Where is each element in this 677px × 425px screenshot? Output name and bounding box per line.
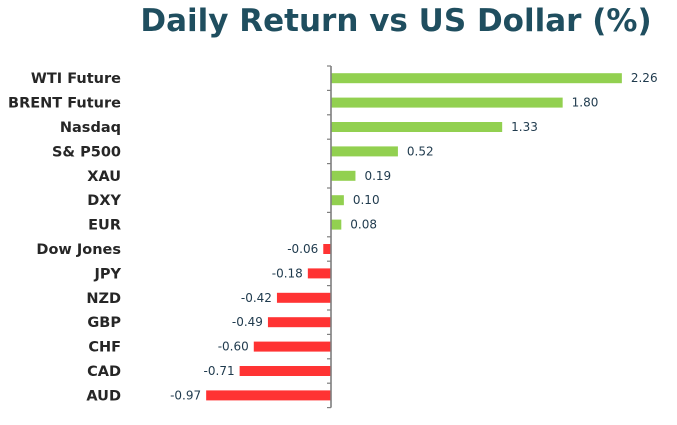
data-label: 0.19 <box>364 169 391 183</box>
bar-dow-jones <box>323 244 331 254</box>
bar-wti-future <box>331 73 622 84</box>
category-label: JPY <box>93 266 121 282</box>
chart-title: Daily Return vs US Dollar (%) <box>140 3 651 39</box>
category-label: NZD <box>86 291 121 307</box>
category-label: S& P500 <box>52 144 121 160</box>
bar-nzd <box>276 292 331 303</box>
data-label: -0.97 <box>170 388 201 402</box>
value-labels-group: 2.261.801.330.520.190.100.08-0.06-0.18-0… <box>170 71 657 402</box>
data-label: -0.42 <box>241 291 272 305</box>
data-label: 1.80 <box>572 96 599 110</box>
data-label: -0.06 <box>287 242 318 256</box>
category-label: AUD <box>86 388 121 404</box>
category-labels-group: WTI Future BRENT Future Nasdaq S& P500 XAU DX… <box>8 71 121 404</box>
data-label: 0.08 <box>350 218 377 232</box>
bar-gbp <box>267 317 331 328</box>
bar-jpy <box>307 268 331 279</box>
bar-xau <box>331 170 356 181</box>
category-label: Nasdaq <box>60 120 121 136</box>
bars-group <box>206 73 622 401</box>
category-label: BRENT Future <box>8 96 121 112</box>
category-axis <box>327 65 332 409</box>
data-label: -0.71 <box>204 364 235 378</box>
data-label: 1.33 <box>511 120 538 134</box>
category-label: CHF <box>88 340 121 356</box>
data-label: 0.10 <box>353 193 380 207</box>
data-label: 0.52 <box>407 144 434 158</box>
data-label: -0.18 <box>272 266 303 280</box>
bar-s-p500 <box>331 146 398 157</box>
data-label: 2.26 <box>631 71 658 85</box>
category-label: WTI Future <box>31 71 121 87</box>
category-label: DXY <box>87 193 121 209</box>
category-label: Dow Jones <box>36 242 121 258</box>
data-label: -0.60 <box>218 340 249 354</box>
bar-aud <box>206 390 331 401</box>
data-label: -0.49 <box>232 315 263 329</box>
category-label: GBP <box>87 315 121 331</box>
bar-eur <box>331 219 342 230</box>
bar-chf <box>253 341 331 352</box>
category-label: CAD <box>87 364 121 380</box>
category-label: EUR <box>88 218 121 234</box>
bar-brent-future <box>331 97 563 108</box>
bar-cad <box>239 366 331 376</box>
bar-nasdaq <box>331 122 503 132</box>
category-label: XAU <box>87 169 121 185</box>
bar-dxy <box>331 195 344 206</box>
